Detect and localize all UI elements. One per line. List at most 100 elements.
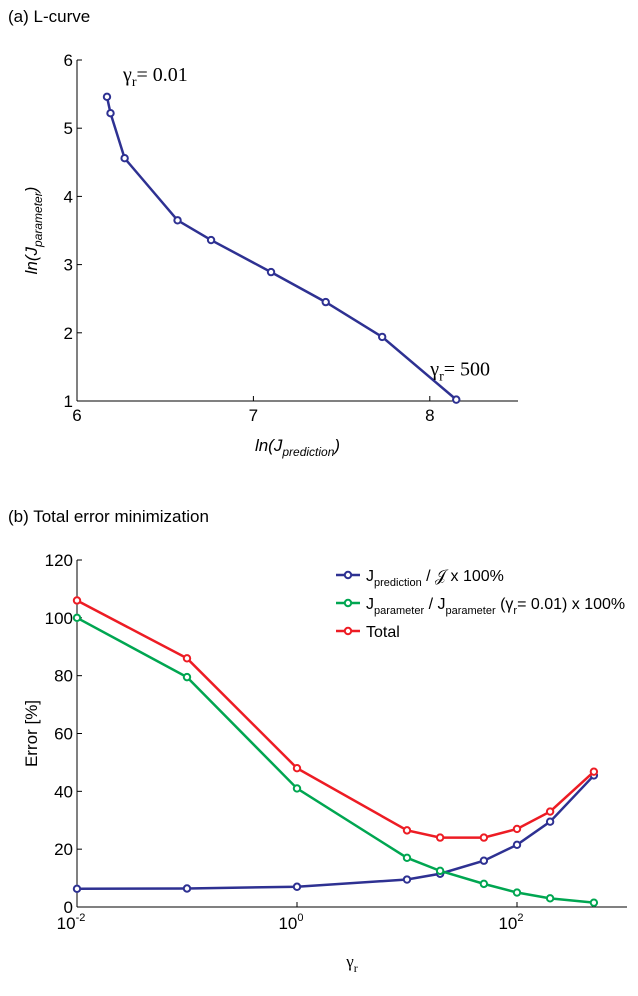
data-point (292, 764, 302, 773)
y-tick-label: 60 (54, 725, 73, 744)
data-point (435, 833, 445, 842)
tick-exponent: 0 (297, 912, 303, 924)
y-tick-label: 80 (54, 667, 73, 686)
series-line (105, 96, 458, 401)
y-axis-label: ln(Jparameter) (22, 187, 45, 275)
data-point (106, 108, 115, 118)
data-point (435, 866, 445, 876)
data-point (292, 784, 302, 793)
x-tick-label: 6 (72, 406, 81, 425)
text-part: Error [%] (22, 700, 41, 767)
text-part: ln(J (255, 436, 283, 455)
text-part: (γ (496, 596, 514, 613)
data-point (377, 332, 387, 342)
tick-base: 10 (278, 914, 297, 933)
data-point (182, 654, 192, 663)
chart-title: (a) L-curve (8, 7, 90, 26)
data-point (182, 884, 192, 893)
x-tick-label: 100 (278, 912, 303, 933)
chart-title: (b) Total error minimization (8, 507, 209, 526)
data-point (402, 826, 412, 835)
y-tick-label: 3 (64, 256, 73, 275)
subscript: r (354, 961, 358, 975)
data-point (102, 92, 112, 102)
text-part: = 500 (444, 359, 490, 381)
data-point (452, 395, 461, 404)
annotation: γr= 500 (429, 359, 490, 385)
data-point (589, 767, 599, 776)
x-tick-label: 102 (498, 912, 523, 933)
subscript: prediction (281, 445, 334, 459)
data-point (479, 856, 489, 865)
data-point (72, 884, 82, 893)
legend-label: Total (366, 624, 400, 641)
series-line (76, 599, 595, 839)
text-part: J (366, 596, 374, 613)
data-point (545, 817, 555, 826)
y-tick-label: 20 (54, 840, 73, 859)
subscript: r (439, 370, 444, 385)
subscript: parameter (31, 191, 45, 248)
legend-label: Jparameter / Jparameter (γr= 0.01) x 100… (366, 596, 625, 617)
tick-base: 10 (498, 914, 517, 933)
data-point (321, 297, 330, 307)
x-tick-label: 10-2 (57, 912, 86, 933)
y-tick-label: 40 (54, 782, 73, 801)
text-part: Total (366, 624, 400, 641)
y-tick-label: 1 (64, 392, 73, 411)
text-part: ) (332, 436, 340, 455)
data-point (266, 267, 276, 277)
text-part: / 𝒥 x 100% (422, 568, 504, 585)
data-point (206, 235, 216, 245)
data-point (512, 888, 522, 897)
subscript: parameter (445, 605, 495, 617)
data-point (402, 875, 412, 884)
data-point (512, 824, 522, 834)
data-point (182, 672, 192, 682)
subscript: parameter (374, 605, 424, 617)
y-tick-label: 5 (64, 119, 73, 138)
y-tick-label: 4 (64, 187, 73, 206)
tick-exponent: -2 (76, 912, 86, 924)
data-point (545, 894, 555, 903)
series-line (76, 616, 595, 904)
legend-marker (343, 626, 353, 636)
data-point (479, 833, 489, 842)
tick-exponent: 2 (517, 912, 523, 924)
tick-base: 10 (57, 914, 76, 933)
text-part: ) (22, 187, 41, 195)
data-point (545, 807, 555, 816)
y-tick-label: 6 (64, 51, 73, 70)
text-part: / J (424, 596, 445, 613)
subscript: r (513, 605, 517, 617)
data-point (589, 898, 599, 907)
y-tick-label: 100 (45, 609, 73, 628)
text-part: γ (429, 359, 439, 381)
legend-label: Jprediction / 𝒥 x 100% (366, 568, 504, 589)
legend-marker (343, 598, 353, 608)
y-tick-label: 2 (64, 324, 73, 343)
x-tick-label: 7 (249, 406, 258, 425)
x-axis-label: ln(Jprediction) (255, 436, 340, 459)
legend-marker (343, 570, 353, 580)
data-point (402, 853, 412, 863)
y-tick-label: 0 (64, 898, 73, 917)
text-part: γ (345, 952, 354, 971)
text-part: = 0.01) x 100% (517, 596, 625, 613)
text-part: = 0.01 (137, 64, 188, 86)
text-part: γ (122, 64, 132, 86)
subscript: r (132, 75, 137, 90)
text-part: J (366, 568, 374, 585)
data-point (72, 596, 82, 605)
data-point (292, 882, 302, 891)
data-point (173, 216, 182, 225)
x-axis-label: γr (345, 952, 358, 975)
data-point (72, 613, 82, 623)
data-point (479, 879, 489, 889)
data-point (120, 154, 129, 163)
x-tick-label: 8 (425, 406, 434, 425)
data-point (512, 840, 522, 850)
annotation: γr= 0.01 (122, 64, 188, 90)
